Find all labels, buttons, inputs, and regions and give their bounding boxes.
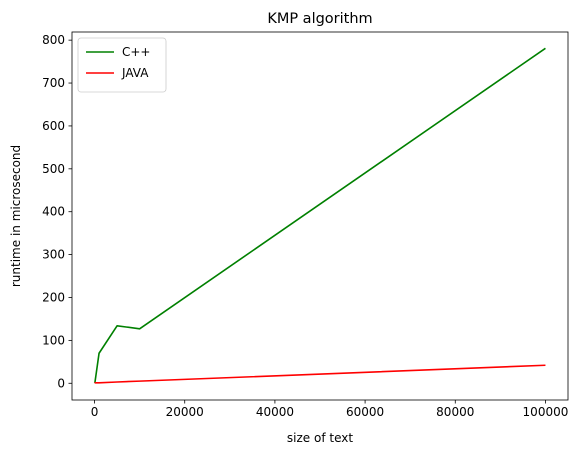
y-tick-label: 500 bbox=[42, 162, 65, 176]
y-tick-label: 100 bbox=[42, 333, 65, 347]
y-axis-label: runtime in microsecond bbox=[9, 145, 23, 287]
legend-label: JAVA bbox=[121, 66, 149, 80]
y-tick-label: 0 bbox=[57, 376, 65, 390]
legend-label: C++ bbox=[122, 45, 151, 59]
series-line-java bbox=[94, 364, 546, 384]
y-tick-label: 300 bbox=[42, 248, 65, 262]
plot-area bbox=[71, 31, 569, 401]
y-tick-label: 800 bbox=[42, 33, 65, 47]
x-axis: 0 20000 40000 60000 80000 100000 bbox=[91, 400, 569, 419]
x-tick-label: 100000 bbox=[523, 405, 569, 419]
series-lines bbox=[93, 47, 546, 384]
chart-title: KMP algorithm bbox=[267, 11, 372, 27]
x-tick-label: 40000 bbox=[256, 405, 294, 419]
y-tick-label: 200 bbox=[42, 290, 65, 304]
y-tick-label: 400 bbox=[42, 205, 65, 219]
x-axis-label: size of text bbox=[287, 431, 353, 445]
legend: C++ JAVA bbox=[77, 37, 167, 93]
y-axis: 0 100 200 300 400 500 600 700 800 bbox=[42, 33, 72, 390]
y-tick-label: 700 bbox=[42, 76, 65, 90]
x-tick-label: 60000 bbox=[346, 405, 384, 419]
x-tick-label: 20000 bbox=[166, 405, 204, 419]
x-tick-label: 0 bbox=[91, 405, 99, 419]
y-tick-label: 600 bbox=[42, 119, 65, 133]
x-tick-label: 80000 bbox=[436, 405, 474, 419]
